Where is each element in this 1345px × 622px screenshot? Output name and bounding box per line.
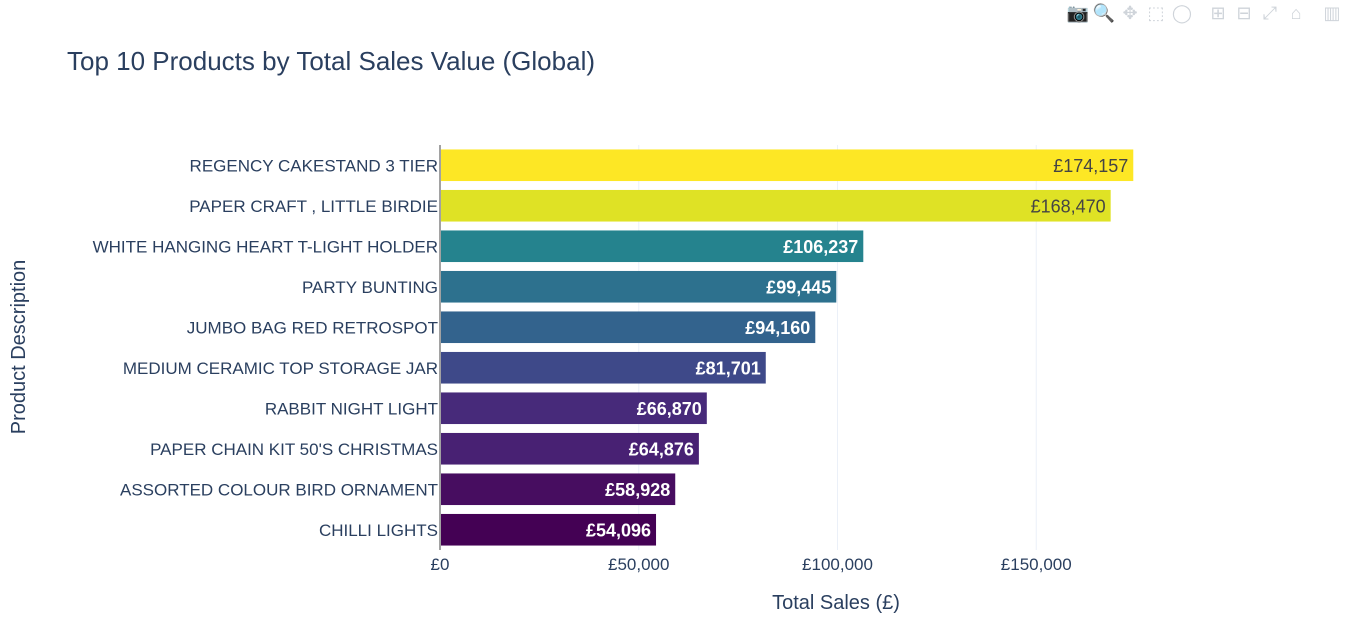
y-tick-label: RABBIT NIGHT LIGHT — [265, 399, 438, 418]
box-select-icon[interactable]: ⬚ — [1147, 3, 1165, 23]
autoscale-icon[interactable]: ⤢ — [1262, 3, 1278, 23]
y-axis-title: Product Description — [8, 260, 30, 435]
bar[interactable] — [441, 230, 864, 263]
camera-icon[interactable]: 📷 — [1066, 3, 1090, 23]
bar-value-label: £64,876 — [629, 439, 694, 459]
y-tick-labels: REGENCY CAKESTAND 3 TIER PAPER CRAFT , LI… — [93, 156, 438, 540]
bar[interactable] — [441, 189, 1111, 222]
bar-value-label: £58,928 — [605, 480, 670, 500]
bar-value-label: £66,870 — [637, 399, 702, 419]
bar-value-label: £168,470 — [1031, 196, 1106, 216]
x-axis-title: Total Sales (£) — [772, 592, 900, 614]
bar[interactable] — [441, 311, 816, 344]
zoom-in-icon[interactable]: ⊞ — [1210, 3, 1226, 23]
bar-value-label: £54,096 — [586, 520, 651, 540]
bar[interactable] — [441, 432, 699, 465]
x-tick-labels: £0 £50,000 £100,000 £150,000 — [431, 555, 1072, 574]
zoom-icon[interactable]: 🔍 — [1092, 3, 1116, 23]
bar-value-label: £99,445 — [766, 277, 831, 297]
y-tick-label: PARTY BUNTING — [302, 278, 438, 297]
chart-title: Top 10 Products by Total Sales Value (Gl… — [67, 46, 595, 76]
y-tick-label: REGENCY CAKESTAND 3 TIER — [190, 156, 438, 175]
x-tick-label: £150,000 — [1001, 555, 1072, 574]
y-tick-label: CHILLI LIGHTS — [319, 521, 438, 540]
y-tick-label: ASSORTED COLOUR BIRD ORNAMENT — [120, 480, 438, 499]
bars: £174,157 £168,470 £106,237 £99,445 £94,160 £8… — [441, 149, 1134, 546]
pan-icon[interactable]: ✥ — [1122, 3, 1138, 23]
y-tick-label: JUMBO BAG RED RETROSPOT — [187, 318, 438, 337]
reset-axes-icon[interactable]: ⌂ — [1290, 3, 1302, 23]
x-tick-label: £50,000 — [608, 555, 669, 574]
bar-value-label: £174,157 — [1053, 156, 1128, 176]
x-tick-label: £0 — [431, 555, 450, 574]
y-tick-label: WHITE HANGING HEART T-LIGHT HOLDER — [93, 237, 438, 256]
bar-value-label: £106,237 — [783, 237, 858, 257]
bar[interactable] — [441, 149, 1134, 182]
y-tick-label: PAPER CRAFT , LITTLE BIRDIE — [189, 197, 438, 216]
bar[interactable] — [441, 392, 707, 425]
bar[interactable] — [441, 351, 766, 384]
modebar: 📷 🔍 ✥ ⬚ ◯ ⊞ ⊟ ⤢ ⌂ ▥ — [1065, 0, 1345, 26]
bar-value-label: £81,701 — [696, 358, 761, 378]
bar[interactable] — [441, 513, 657, 546]
y-tick-label: MEDIUM CERAMIC TOP STORAGE JAR — [123, 359, 438, 378]
bar-value-label: £94,160 — [745, 318, 810, 338]
bar[interactable] — [441, 473, 676, 506]
lasso-select-icon[interactable]: ◯ — [1171, 3, 1193, 23]
plotly-logo-icon[interactable]: ▥ — [1323, 3, 1341, 23]
zoom-out-icon[interactable]: ⊟ — [1236, 3, 1252, 23]
y-tick-label: PAPER CHAIN KIT 50'S CHRISTMAS — [150, 440, 438, 459]
bar[interactable] — [441, 270, 837, 303]
x-tick-label: £100,000 — [802, 555, 873, 574]
